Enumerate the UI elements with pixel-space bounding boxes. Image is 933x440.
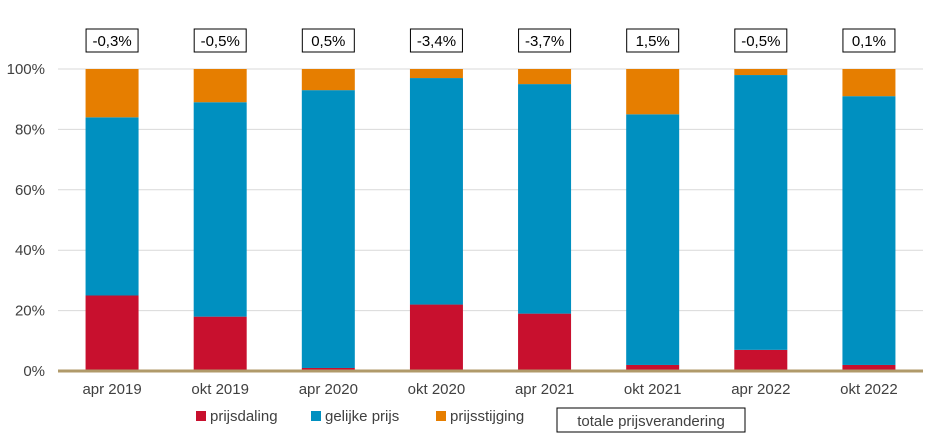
bar-segment [409,69,463,79]
y-tick-label: 40% [15,242,45,259]
total-change-box [734,28,788,53]
total-change-value: -0,5% [201,33,240,50]
bar-segment [409,78,463,305]
bar-segment [409,304,463,371]
x-tick-label: okt 2021 [624,381,682,398]
bar-segment [626,114,680,365]
total-change-value: -3,4% [417,33,456,50]
total-change-value: -0,3% [92,33,131,50]
total-change-box [193,28,247,53]
x-tick-label: apr 2019 [82,381,141,398]
x-tick-label: okt 2019 [191,381,249,398]
legend-label: prijsstijging [450,408,524,425]
bar-segment [734,349,788,371]
total-change-value: 0,1% [852,33,886,50]
total-change-label: -3,7% [518,28,572,53]
x-tick-label: apr 2021 [515,381,574,398]
bar-segment [85,117,139,296]
bar-segment [193,69,247,103]
y-tick-label: 80% [15,121,45,138]
total-change-label: 0,1% [842,28,896,53]
total-change-label: -0,5% [734,28,788,53]
bar-segment [842,69,896,97]
total-change-box [842,28,896,53]
bar-segment [193,316,247,371]
bar-segment [734,69,788,76]
bar-segment [85,69,139,118]
gridlines [58,68,923,312]
total-change-box [85,28,139,53]
bar-segment [842,364,896,371]
x-tick-label: okt 2022 [840,381,898,398]
total-change-value: -0,5% [741,33,780,50]
y-tick-label: 60% [15,182,45,199]
legend-label: gelijke prijs [325,408,399,425]
bar-segment [193,102,247,317]
x-tick-label: apr 2022 [731,381,790,398]
bar-segment [518,84,572,314]
bar-segment [842,96,896,365]
bar-segment [301,90,355,368]
total-change-box [301,28,355,53]
y-tick-label: 0% [23,363,45,380]
total-change-label: 0,5% [301,28,355,53]
legend: prijsdaling gelijke prijs prijsstijging tot… [196,407,746,433]
legend-swatch [436,411,446,421]
x-tick-label: apr 2020 [299,381,358,398]
total-change-value: -3,7% [525,33,564,50]
y-tick-label: 20% [15,303,45,320]
bar-segment [301,367,355,371]
bar-segment [734,75,788,350]
x-tick-label: okt 2020 [408,381,466,398]
total-change-labels: -0,3% -0,5% 0,5% -3,4% -3,7% 1,5% -0,5% 0,1% [85,28,896,53]
total-change-box [518,28,572,53]
legend-totals-box [556,407,746,433]
legend-item: prijsstijging [436,408,524,425]
legend-swatch [311,411,321,421]
bar-segment [301,69,355,91]
legend-item-totals: totale prijsverandering [556,407,746,433]
y-tick-label: 100% [7,61,45,78]
legend-swatch [196,411,206,421]
total-change-label: -0,3% [85,28,139,53]
total-change-label: -3,4% [409,28,463,53]
total-change-box [409,28,463,53]
bar-segment [518,69,572,85]
total-change-label: 1,5% [626,28,680,53]
bar-segment [626,69,680,115]
legend-item: gelijke prijs [311,408,399,425]
total-change-value: 1,5% [636,33,670,50]
total-change-label: -0,5% [193,28,247,53]
bar-segment [626,364,680,371]
total-change-box [626,28,680,53]
legend-item: prijsdaling [196,408,278,425]
legend-label: totale prijsverandering [577,413,725,430]
total-change-value: 0,5% [311,33,345,50]
bar-segment [85,295,139,371]
legend-label: prijsdaling [210,408,278,425]
axes: 0% 20% 40% 60% 80% 100% apr 2019 okt 2019 apr 20… [7,61,923,398]
bars [85,69,896,371]
bar-segment [518,313,572,371]
